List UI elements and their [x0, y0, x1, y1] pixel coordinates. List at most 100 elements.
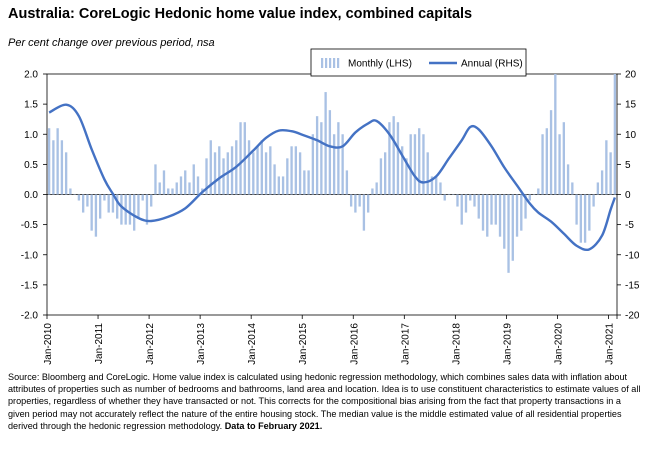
monthly-bar: [94, 194, 98, 237]
y-left-tick-label: 0.5: [24, 160, 38, 171]
monthly-bar: [60, 140, 64, 195]
monthly-bar: [384, 152, 387, 195]
y-left-tick-label: -1.0: [21, 250, 39, 261]
monthly-bar: [264, 152, 268, 195]
x-tick-label: Jan-2019: [502, 323, 513, 365]
y-right-tick-label: -5: [625, 220, 634, 231]
y-right-tick-label: -20: [625, 311, 640, 322]
monthly-bar: [481, 194, 485, 231]
y-right-tick-label: 20: [625, 70, 637, 81]
monthly-bar: [77, 194, 81, 201]
chart-axes: 2.0 1.5 1.0 0.5 0.0 -0.5 -1.0 -1.5 -2.0 20 15 10 5 0 -…: [21, 70, 640, 365]
monthly-bar: [362, 194, 366, 231]
monthly-bar: [332, 134, 336, 195]
monthly-bar: [47, 128, 51, 195]
monthly-bar: [511, 194, 514, 261]
monthly-bar: [498, 194, 502, 237]
monthly-bar: [494, 194, 497, 225]
y-left-tick-label: 1.0: [24, 130, 38, 141]
monthly-bar: [609, 152, 612, 195]
monthly-bar: [507, 194, 510, 273]
x-tick-label: Jan-2020: [553, 323, 564, 365]
monthly-bar: [354, 194, 357, 213]
monthly-bar: [252, 152, 255, 195]
monthly-bar: [503, 194, 506, 249]
monthly-bar: [171, 188, 174, 195]
x-tick-label: Jan-2016: [349, 323, 360, 365]
monthly-bar: [600, 170, 604, 195]
monthly-bar: [388, 122, 391, 195]
monthly-bar: [371, 188, 374, 195]
monthly-bar: [315, 116, 319, 195]
monthly-bar: [520, 194, 523, 231]
monthly-bar: [277, 176, 280, 195]
monthly-bar: [447, 194, 451, 195]
x-tick-label: Jan-2012: [145, 323, 156, 365]
monthly-bar: [430, 176, 434, 195]
monthly-bar: [286, 158, 289, 195]
monthly-bar: [128, 194, 132, 225]
monthly-bar: [490, 194, 493, 225]
monthly-bar: [256, 146, 259, 195]
plot-area: [46, 73, 618, 316]
monthly-bar: [184, 170, 187, 195]
monthly-bar: [366, 194, 370, 213]
monthly-bar: [205, 158, 208, 195]
monthly-bar: [528, 194, 531, 201]
monthly-bar: [52, 140, 55, 195]
monthly-bar: [281, 176, 285, 195]
monthly-bar: [375, 182, 378, 195]
monthly-bar: [541, 134, 544, 195]
monthly-bar: [439, 182, 442, 195]
x-tick-label: Jan-2014: [247, 323, 258, 365]
monthly-bar: [532, 194, 536, 195]
monthly-bar: [290, 146, 293, 195]
monthly-bar: [260, 140, 263, 195]
monthly-bar: [81, 194, 85, 213]
monthly-bar: [56, 128, 59, 195]
monthly-bar: [583, 194, 587, 243]
monthly-bar: [349, 194, 353, 207]
monthly-bar: [515, 194, 519, 237]
monthly-bar: [167, 188, 170, 195]
monthly-bar: [460, 194, 463, 225]
monthly-bar: [579, 194, 583, 243]
monthly-bar: [133, 194, 136, 231]
y-right-tick-label: 15: [625, 100, 637, 111]
monthly-bar: [247, 140, 251, 195]
monthly-bar: [401, 146, 404, 195]
x-tick-label: Jan-2021: [604, 323, 615, 365]
monthly-bar: [141, 194, 144, 201]
monthly-bar: [145, 194, 149, 225]
monthly-bar: [150, 194, 153, 207]
monthly-bar: [379, 158, 383, 195]
legend-box: [310, 48, 527, 77]
monthly-bar: [116, 194, 119, 219]
chart-title: Australia: CoreLogic Hedonic home value …: [8, 6, 473, 22]
chart-subtitle: Per cent change over previous period, ns…: [8, 37, 215, 49]
monthly-bar: [562, 122, 565, 195]
x-tick-label: Jan-2010: [43, 323, 54, 365]
monthly-bar: [307, 170, 310, 195]
monthly-bar: [537, 188, 540, 195]
monthly-bar: [86, 194, 89, 207]
monthly-bar: [613, 74, 617, 195]
monthly-bar: [418, 128, 421, 195]
monthly-bar: [64, 152, 68, 195]
monthly-bar: [239, 122, 242, 195]
legend-swatch-monthly: [333, 58, 336, 68]
legend-label-annual: Annual (RHS): [461, 59, 523, 70]
monthly-bar: [566, 164, 570, 195]
monthly-bar: [328, 110, 332, 195]
monthly-bar: [575, 194, 578, 225]
y-left-tick-label: -1.5: [21, 280, 39, 291]
monthly-bar: [456, 194, 459, 207]
monthly-bar: [413, 134, 417, 195]
y-right-tick-label: -10: [625, 250, 640, 261]
source-data-date: Data to February 2021.: [224, 420, 323, 431]
annual-line: [48, 103, 617, 252]
monthly-bar: [571, 182, 574, 195]
y-left-tick-label: 0.0: [24, 190, 38, 201]
x-tick-label: Jan-2017: [400, 323, 411, 365]
